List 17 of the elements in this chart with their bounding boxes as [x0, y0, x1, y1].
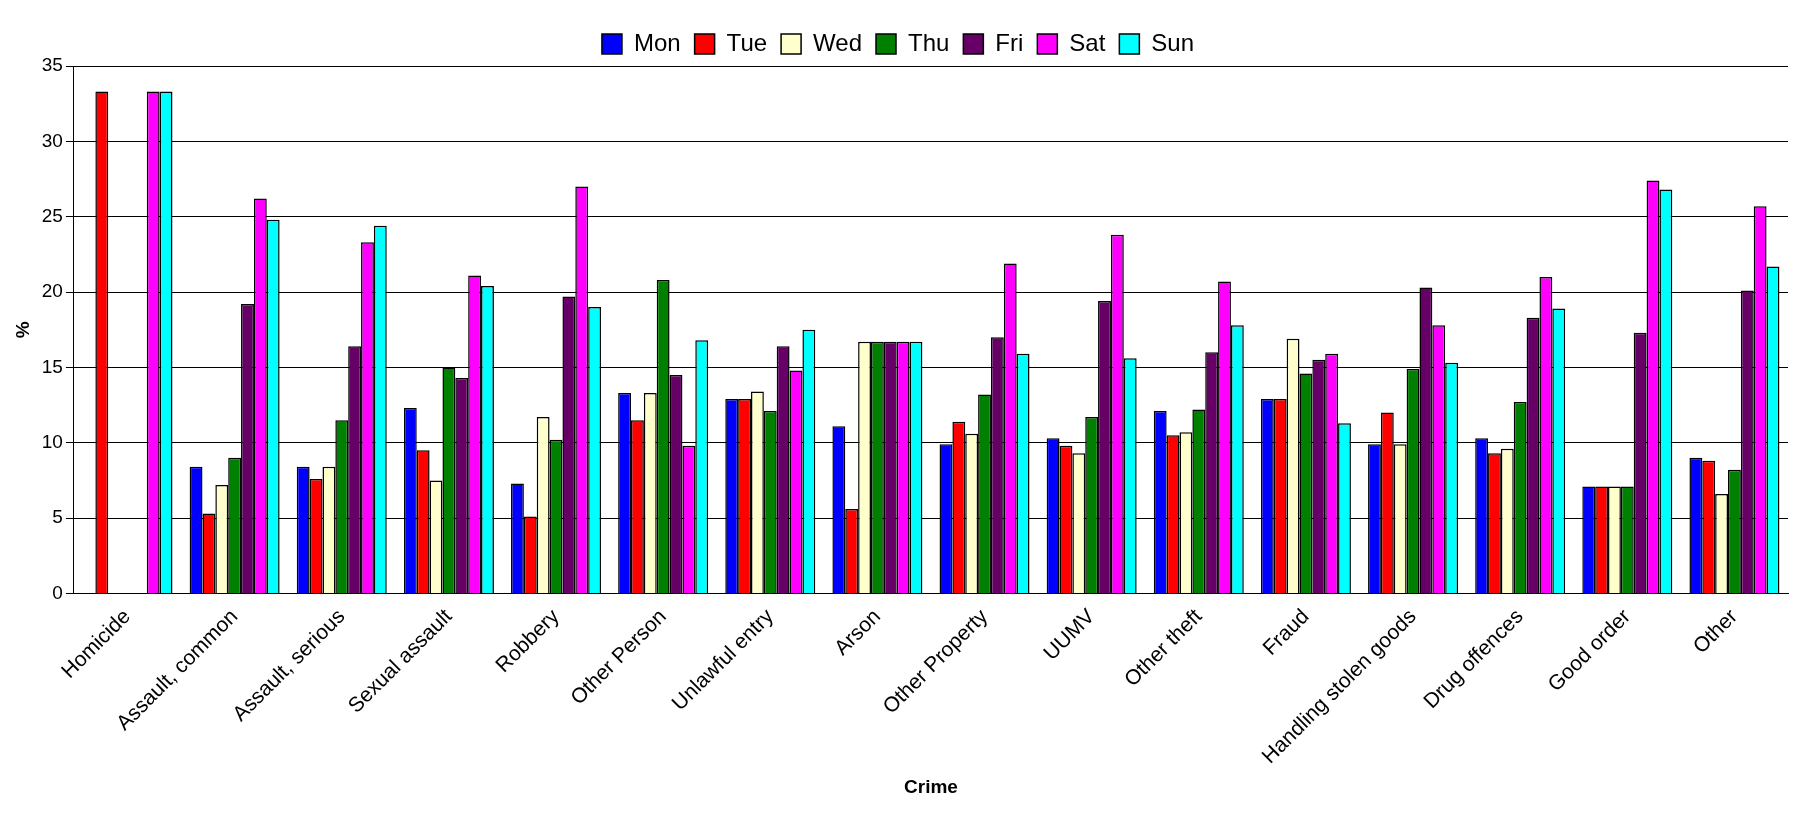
legend-label: Wed: [813, 28, 863, 56]
legend-label: Tue: [726, 28, 768, 56]
x-axis-title: Crime: [904, 775, 958, 797]
legend-label: Thu: [908, 28, 950, 56]
y-tick-label: 5: [52, 506, 63, 528]
y-tick-label: 30: [41, 129, 63, 151]
y-tick-label: 15: [41, 355, 63, 377]
y-tick-label: 35: [41, 54, 63, 76]
legend-label: Fri: [995, 28, 1024, 56]
y-tick-label: 25: [41, 204, 63, 226]
y-tick-label: 10: [41, 430, 63, 452]
legend-label: Sun: [1151, 28, 1195, 56]
y-tick-label: 20: [41, 280, 63, 302]
legend-label: Sat: [1069, 28, 1106, 56]
y-tick-label: 0: [52, 581, 63, 603]
legend-label: Mon: [633, 28, 681, 56]
y-axis-title: %: [11, 321, 33, 339]
